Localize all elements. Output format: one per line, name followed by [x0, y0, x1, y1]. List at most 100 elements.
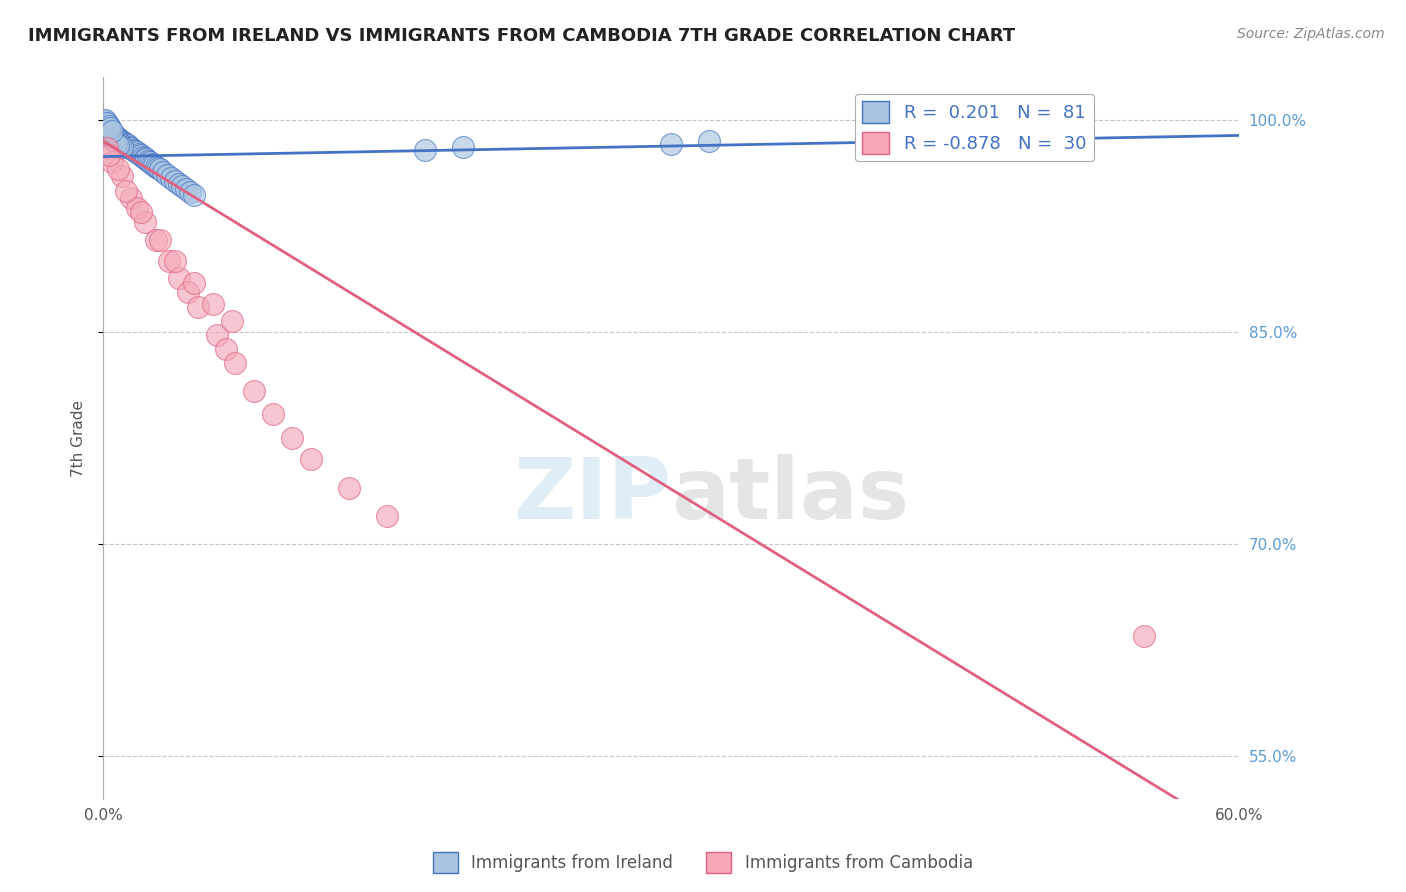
Point: [111, 136, 134, 151]
Point: [149, 162, 172, 177]
Point: [451, 140, 474, 154]
Point: [160, 170, 183, 185]
Point: [108, 136, 131, 150]
Text: atlas: atlas: [671, 454, 910, 537]
Point: [179, 185, 201, 199]
Point: [134, 215, 156, 229]
Point: [224, 356, 246, 370]
Point: [156, 168, 179, 182]
Point: [96, 126, 118, 140]
Point: [96, 120, 118, 134]
Point: [97, 124, 120, 138]
Point: [177, 285, 200, 300]
Point: [97, 127, 120, 141]
Point: [221, 314, 243, 328]
Point: [152, 165, 174, 179]
Point: [96, 116, 118, 130]
Text: IMMIGRANTS FROM IRELAND VS IMMIGRANTS FROM CAMBODIA 7TH GRADE CORRELATION CHART: IMMIGRANTS FROM IRELAND VS IMMIGRANTS FR…: [28, 27, 1015, 45]
Point: [167, 177, 190, 191]
Point: [107, 134, 129, 148]
Point: [112, 136, 135, 150]
Point: [96, 141, 118, 155]
Point: [100, 126, 122, 140]
Point: [108, 133, 131, 147]
Point: [101, 126, 124, 140]
Point: [125, 201, 148, 215]
Point: [94, 114, 117, 128]
Point: [114, 184, 136, 198]
Point: [101, 129, 124, 144]
Point: [129, 204, 152, 219]
Point: [141, 157, 163, 171]
Point: [107, 131, 129, 145]
Point: [128, 146, 150, 161]
Point: [145, 160, 167, 174]
Point: [101, 129, 124, 144]
Point: [157, 254, 180, 268]
Point: [134, 151, 156, 165]
Point: [262, 407, 284, 421]
Legend: R =  0.201   N =  81, R = -0.878   N =  30: R = 0.201 N = 81, R = -0.878 N = 30: [855, 94, 1094, 161]
Point: [107, 138, 129, 153]
Point: [101, 155, 124, 169]
Point: [163, 254, 186, 268]
Point: [97, 124, 120, 138]
Point: [243, 384, 266, 399]
Point: [100, 128, 122, 143]
Point: [281, 431, 304, 445]
Point: [103, 128, 125, 143]
Point: [101, 127, 124, 141]
Point: [105, 136, 128, 150]
Point: [100, 121, 122, 136]
Point: [167, 271, 190, 285]
Point: [659, 136, 682, 151]
Point: [94, 116, 117, 130]
Point: [205, 327, 228, 342]
Point: [143, 158, 166, 172]
Point: [174, 182, 197, 196]
Point: [101, 124, 124, 138]
Point: [129, 148, 152, 162]
Point: [163, 174, 186, 188]
Point: [146, 161, 169, 175]
Point: [105, 129, 128, 144]
Point: [124, 144, 146, 158]
Point: [100, 127, 122, 141]
Point: [697, 134, 720, 148]
Point: [103, 128, 125, 143]
Text: ZIP: ZIP: [513, 454, 671, 537]
Point: [135, 153, 157, 167]
Point: [117, 138, 139, 153]
Point: [149, 233, 172, 247]
Point: [187, 300, 209, 314]
Point: [103, 131, 125, 145]
Point: [101, 131, 124, 145]
Point: [299, 452, 322, 467]
Point: [201, 297, 224, 311]
Point: [131, 150, 153, 164]
Point: [97, 120, 120, 134]
Point: [122, 143, 145, 157]
Point: [111, 140, 134, 154]
Point: [375, 508, 398, 523]
Y-axis label: 7th Grade: 7th Grade: [72, 400, 86, 476]
Point: [94, 119, 117, 133]
Point: [97, 148, 120, 162]
Point: [105, 133, 128, 147]
Text: Source: ZipAtlas.com: Source: ZipAtlas.com: [1237, 27, 1385, 41]
Point: [183, 187, 205, 202]
Point: [100, 122, 122, 136]
Point: [215, 342, 238, 356]
Point: [337, 481, 360, 495]
Point: [97, 119, 120, 133]
Point: [125, 145, 148, 160]
Legend: Immigrants from Ireland, Immigrants from Cambodia: Immigrants from Ireland, Immigrants from…: [426, 846, 980, 880]
Point: [94, 112, 117, 127]
Point: [183, 276, 205, 290]
Point: [107, 134, 129, 148]
Point: [105, 134, 128, 148]
Point: [103, 133, 125, 147]
Point: [120, 191, 142, 205]
Point: [114, 136, 136, 151]
Point: [145, 233, 167, 247]
